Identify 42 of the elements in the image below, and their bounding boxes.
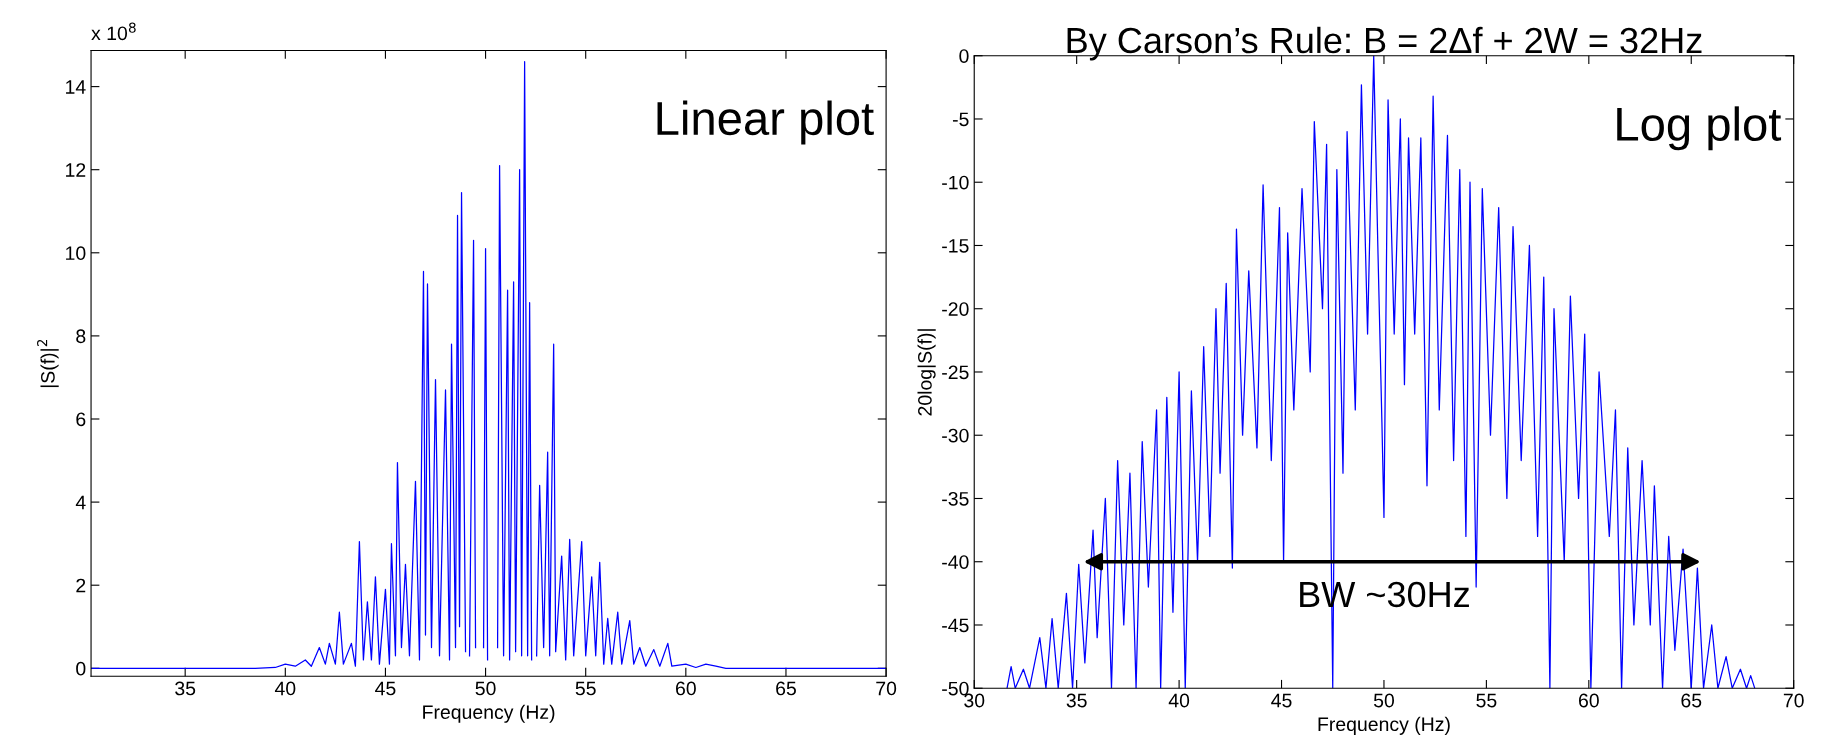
y-tick-label: 10	[66, 246, 86, 261]
y-axis-title: 20log|S(f)|	[917, 329, 936, 416]
y-tick-label: 0	[959, 49, 969, 63]
y-tick-label: 6	[76, 412, 86, 427]
annotation: Log plot	[1617, 106, 1782, 151]
x-tick-label: 35	[175, 681, 196, 696]
x-tick-label: 35	[1066, 693, 1087, 708]
x-tick-label: 45	[375, 681, 396, 696]
y-tick-label: 2	[76, 578, 86, 593]
x-tick-label: 40	[1168, 693, 1190, 708]
y-tick-label: -30	[942, 428, 969, 443]
x-tick-label: 55	[1476, 693, 1497, 708]
annotation: Linear plot	[657, 100, 874, 145]
x-tick-label: 70	[1783, 693, 1804, 708]
x-tick-label: 60	[676, 681, 696, 696]
y-tick-label: -35	[942, 491, 969, 506]
x-tick-label: 50	[1373, 693, 1395, 708]
x-tick-label: 50	[475, 681, 496, 696]
chart-title: By Carson’s Rule: B = 2Δf + 2W = 32Hz	[1067, 26, 1702, 61]
y-tick-label: -40	[942, 555, 969, 569]
y-tick-label: -25	[942, 365, 969, 380]
y-axis-title: |S(f)|$^{2}$	[37, 339, 59, 388]
y-tick-label: 8	[76, 329, 86, 344]
text: x 10$^{8}$	[91, 22, 136, 41]
y-tick-label: -5	[952, 112, 969, 127]
y-tick-label: -15	[942, 239, 969, 253]
x-tick-label: 45	[1271, 693, 1292, 708]
x-axis-title: Frequency (Hz)	[1318, 716, 1450, 735]
y-tick-label: 0	[76, 661, 86, 676]
y-tick-label: 4	[75, 495, 86, 510]
y-tick-label: -20	[942, 302, 969, 316]
x-axis-title: Frequency (Hz)	[423, 704, 555, 723]
x-tick-label: 40	[274, 681, 296, 696]
x-tick-label: 60	[1579, 693, 1599, 708]
y-tick-label: 12	[66, 163, 86, 177]
y-tick-label: -10	[942, 175, 969, 190]
y-tick-label: 14	[66, 80, 86, 94]
x-tick-label: 65	[776, 681, 796, 696]
y-tick-label: -45	[942, 618, 969, 633]
x-tick-label: 55	[575, 681, 596, 696]
x-tick-label: 70	[876, 681, 897, 696]
x-tick-label: 65	[1681, 693, 1702, 708]
